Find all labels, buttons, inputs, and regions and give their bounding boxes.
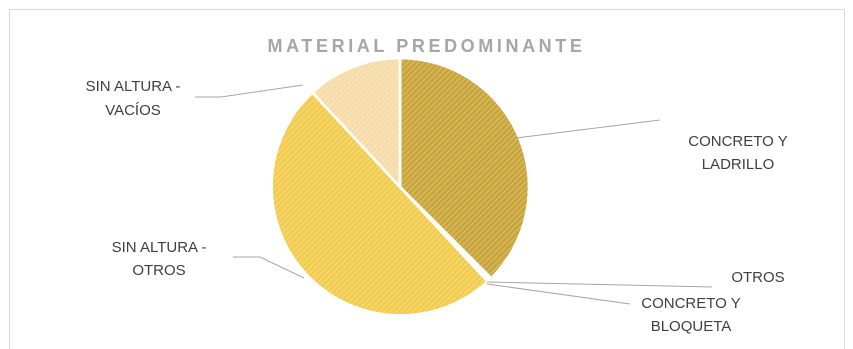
pie-chart: CONCRETO Y LADRILLO OTROS CONCRETO Y BLOQUET… bbox=[86, 56, 788, 335]
pie-slice-pattern-4 bbox=[310, 56, 402, 191]
pie-slice-pattern-3 bbox=[270, 90, 490, 317]
chart-border bbox=[9, 9, 845, 349]
slice-label-0-line-0: CONCRETO Y bbox=[688, 133, 787, 150]
leader-line-4 bbox=[195, 84, 304, 98]
leader-line-3 bbox=[233, 256, 305, 279]
slice-label-2-line-1: BLOQUETA bbox=[651, 318, 732, 335]
leader-line-2 bbox=[486, 283, 631, 305]
leader-line-1 bbox=[486, 281, 713, 288]
slice-label-4-line-1: VACÍOS bbox=[105, 102, 161, 119]
leader-line-0 bbox=[515, 119, 661, 139]
slice-label-4-line-0: SIN ALTURA - bbox=[86, 78, 181, 95]
chart-title: MATERIAL PREDOMINANTE bbox=[267, 36, 586, 56]
slice-label-0-line-1: LADRILLO bbox=[702, 156, 775, 173]
slice-label-3-line-1: OTROS bbox=[132, 262, 185, 279]
slice-label-3-line-0: SIN ALTURA - bbox=[112, 239, 207, 256]
chart-area: MATERIAL PREDOMINANTE CONCRETO Y LADRILLO… bbox=[9, 9, 845, 349]
slice-label-2-line-0: CONCRETO Y bbox=[641, 295, 740, 312]
slice-label-1-line-0: OTROS bbox=[731, 269, 784, 286]
